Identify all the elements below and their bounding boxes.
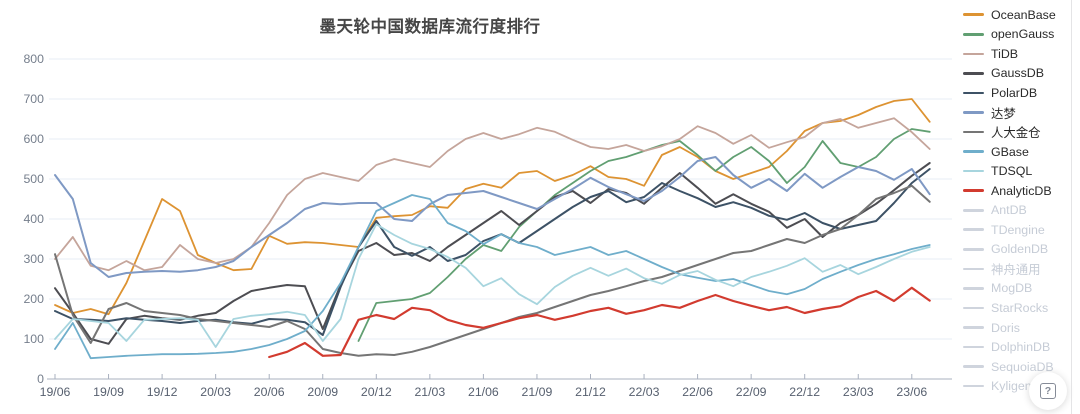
legend-label: TDengine [991, 222, 1045, 237]
y-axis-label: 600 [23, 132, 44, 146]
x-axis-label: 20/09 [307, 385, 338, 399]
legend-label: AnalyticDB [991, 183, 1052, 198]
legend-item-StarRocks[interactable]: StarRocks [963, 298, 1073, 318]
y-axis-label: 400 [23, 212, 44, 226]
x-axis-label: 19/06 [40, 385, 71, 399]
y-axis-label: 0 [37, 372, 44, 386]
legend-item-GoldenDB[interactable]: GoldenDB [963, 240, 1073, 260]
help-button[interactable]: ? [1029, 372, 1067, 410]
y-axis-label: 800 [23, 52, 44, 66]
legend-swatch [963, 13, 984, 17]
legend-item-AnalyticDB[interactable]: AnalyticDB [963, 181, 1073, 201]
series-line-TDSQL [54, 223, 931, 348]
x-axis-label: 21/12 [575, 385, 606, 399]
legend-label: PolarDB [991, 85, 1038, 100]
legend-label: GoldenDB [991, 242, 1049, 257]
x-axis-label: 20/12 [361, 385, 392, 399]
legend-item-SequoiaDB[interactable]: SequoiaDB [963, 357, 1073, 377]
legend-swatch [963, 248, 984, 251]
legend-swatch [963, 91, 984, 95]
page-right-border [1071, 0, 1072, 414]
legend-label: GBase [991, 144, 1029, 159]
x-axis-label: 21/09 [522, 385, 553, 399]
legend-item-TDengine[interactable]: TDengine [963, 220, 1073, 240]
legend-swatch [963, 33, 984, 36]
legend-item-TDSQL[interactable]: TDSQL [963, 161, 1073, 181]
legend-swatch [963, 150, 984, 153]
x-axis-label: 21/06 [468, 385, 499, 399]
legend-item-Doris[interactable]: Doris [963, 318, 1073, 338]
legend-swatch [963, 72, 984, 75]
legend-swatch [963, 384, 984, 388]
legend-item-OceanBase[interactable]: OceanBase [963, 5, 1073, 25]
x-axis-label: 22/09 [736, 385, 767, 399]
legend-label: AntDB [991, 203, 1027, 218]
legend-item-神舟通用[interactable]: 神舟通用 [963, 259, 1073, 279]
legend-swatch [963, 52, 984, 56]
legend-swatch [963, 267, 984, 271]
legend-label: StarRocks [991, 300, 1049, 315]
legend-swatch [963, 287, 984, 290]
legend-swatch [963, 111, 984, 114]
y-axis-label: 200 [23, 292, 44, 306]
legend-label: MogDB [991, 281, 1033, 296]
legend-label: OceanBase [991, 7, 1056, 22]
legend-label: 人大金仓 [991, 126, 1041, 141]
legend-label: 达梦 [991, 106, 1016, 121]
legend-swatch [963, 189, 984, 192]
legend-label: SequoiaDB [991, 359, 1054, 374]
legend-swatch [963, 345, 984, 349]
legend-swatch [963, 306, 984, 310]
legend-label: Doris [991, 320, 1020, 335]
legend-item-PolarDB[interactable]: PolarDB [963, 83, 1073, 103]
series-line-GBase [54, 194, 931, 360]
legend-swatch [963, 130, 984, 134]
legend-item-GaussDB[interactable]: GaussDB [963, 64, 1073, 84]
legend-item-TiDB[interactable]: TiDB [963, 44, 1073, 64]
x-axis-label: 22/06 [682, 385, 713, 399]
series-line-达梦 [54, 156, 931, 278]
y-axis-label: 100 [23, 332, 44, 346]
x-axis-label: 22/03 [629, 385, 660, 399]
x-axis-label: 20/06 [254, 385, 285, 399]
series-line-GaussDB [54, 162, 931, 345]
series-line-TiDB [54, 117, 931, 272]
legend-label: openGauss [991, 27, 1055, 42]
series-line-PolarDB [54, 168, 931, 336]
legend-item-人大金仓[interactable]: 人大金仓 [963, 122, 1073, 142]
legend-item-MogDB[interactable]: MogDB [963, 279, 1073, 299]
series-line-AnalyticDB [268, 286, 931, 359]
question-icon: ? [1040, 383, 1056, 399]
chart-title: 墨天轮中国数据库流行度排行 [319, 18, 541, 36]
series-line-OceanBase [54, 98, 931, 316]
x-axis-label: 19/09 [93, 385, 124, 399]
x-axis-label: 19/12 [147, 385, 178, 399]
legend-swatch [963, 208, 984, 212]
legend-label: 神舟通用 [991, 262, 1041, 277]
legend: OceanBase openGauss TiDB GaussDB PolarDB 达梦人大… [963, 5, 1073, 396]
legend-item-GBase[interactable]: GBase [963, 142, 1073, 162]
legend-item-openGauss[interactable]: openGauss [963, 25, 1073, 45]
legend-swatch [963, 228, 984, 232]
legend-item-达梦[interactable]: 达梦 [963, 103, 1073, 123]
legend-swatch [963, 326, 984, 329]
x-axis-label: 21/03 [414, 385, 445, 399]
legend-label: GaussDB [991, 66, 1045, 81]
x-axis-label: 23/06 [896, 385, 927, 399]
y-axis-label: 700 [23, 92, 44, 106]
legend-label: TiDB [991, 46, 1019, 61]
legend-swatch [963, 365, 984, 368]
legend-item-AntDB[interactable]: AntDB [963, 200, 1073, 220]
y-axis-label: 300 [23, 252, 44, 266]
legend-item-DolphinDB[interactable]: DolphinDB [963, 337, 1073, 357]
x-axis-label: 20/03 [200, 385, 231, 399]
legend-swatch [963, 169, 984, 173]
legend-label: DolphinDB [991, 340, 1051, 355]
line-chart: 0 100 200 300 400 500 600 700 800 19/06 19/09 19/12… [23, 52, 952, 399]
y-axis-label: 500 [23, 172, 44, 186]
legend-label: TDSQL [991, 164, 1033, 179]
x-axis-label: 22/12 [789, 385, 820, 399]
x-axis-label: 23/03 [843, 385, 874, 399]
